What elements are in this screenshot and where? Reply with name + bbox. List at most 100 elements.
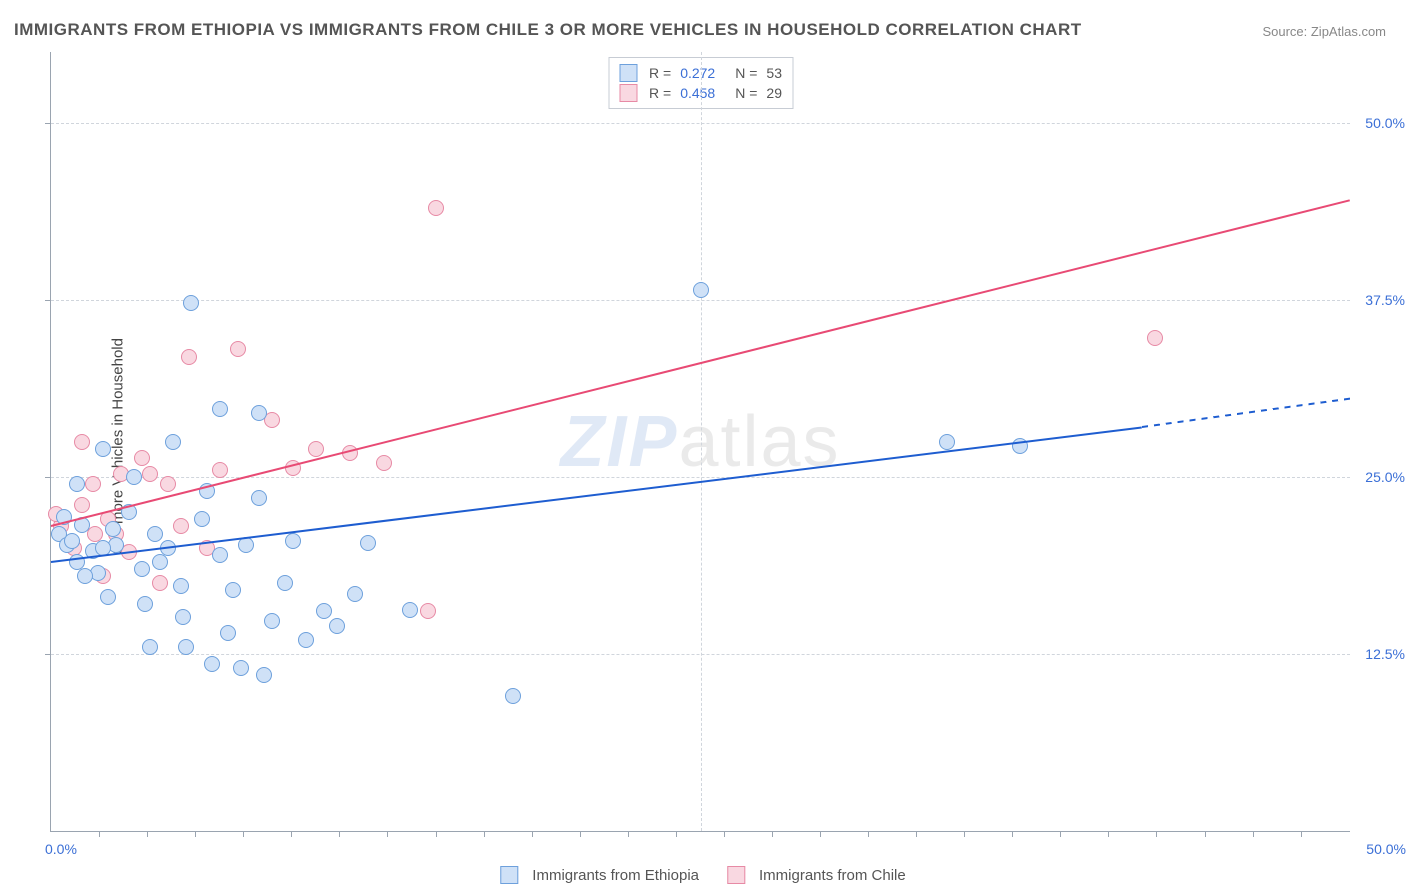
data-point [251,405,267,421]
data-point [160,476,176,492]
x-tick [1156,831,1157,837]
trend-line [51,426,1142,563]
legend-label-ethiopia: Immigrants from Ethiopia [532,867,699,884]
x-tick [99,831,100,837]
y-tick [45,477,51,478]
y-tick [45,300,51,301]
legend-r-label-2: R = [649,83,671,103]
x-tick [436,831,437,837]
data-point [147,526,163,542]
x-tick [484,831,485,837]
legend-n-value-2: 29 [766,83,782,103]
legend-swatch-ethiopia-bottom [500,866,518,884]
x-tick [1301,831,1302,837]
data-point [285,533,301,549]
legend-item-chile: Immigrants from Chile [727,866,906,884]
legend-n-value-1: 53 [766,63,782,83]
data-point [85,476,101,492]
x-tick [1253,831,1254,837]
data-point [137,596,153,612]
source-attribution: Source: ZipAtlas.com [1262,24,1386,39]
y-tick-label: 25.0% [1365,469,1405,485]
data-point [142,639,158,655]
x-axis-min-label: 0.0% [45,841,77,857]
data-point [402,602,418,618]
data-point [152,554,168,570]
data-point [230,341,246,357]
x-tick [291,831,292,837]
legend-n-label-1: N = [735,63,757,83]
chart-title: IMMIGRANTS FROM ETHIOPIA VS IMMIGRANTS F… [14,20,1082,40]
data-point [316,603,332,619]
data-point [212,547,228,563]
data-point [308,441,324,457]
data-point [126,469,142,485]
data-point [173,518,189,534]
data-point [105,521,121,537]
legend-n-label-2: N = [735,83,757,103]
watermark-zip: ZIP [560,402,678,482]
data-point [69,476,85,492]
data-point [181,349,197,365]
x-tick [676,831,677,837]
data-point [233,660,249,676]
x-tick [195,831,196,837]
x-tick [820,831,821,837]
watermark-atlas: atlas [678,402,840,482]
gridline-vertical [701,52,702,831]
data-point [64,533,80,549]
legend-r-value-2: 0.458 [680,83,715,103]
data-point [134,561,150,577]
data-point [505,688,521,704]
data-point [142,466,158,482]
data-point [376,455,392,471]
x-tick [387,831,388,837]
x-tick [580,831,581,837]
legend-item-ethiopia: Immigrants from Ethiopia [500,866,699,884]
x-tick [628,831,629,837]
legend-r-label-1: R = [649,63,671,83]
legend-swatch-chile-bottom [727,866,745,884]
y-tick [45,123,51,124]
legend-label-chile: Immigrants from Chile [759,867,906,884]
data-point [277,575,293,591]
legend-swatch-chile [619,84,637,102]
x-tick [868,831,869,837]
data-point [152,575,168,591]
legend-series-names: Immigrants from Ethiopia Immigrants from… [500,866,905,884]
data-point [183,295,199,311]
data-point [74,434,90,450]
data-point [329,618,345,634]
data-point [1147,330,1163,346]
x-tick [1060,831,1061,837]
data-point [251,490,267,506]
y-tick-label: 37.5% [1365,292,1405,308]
x-tick [532,831,533,837]
data-point [178,639,194,655]
data-point [693,282,709,298]
legend-swatch-ethiopia [619,64,637,82]
trend-line [1142,398,1350,429]
data-point [134,450,150,466]
data-point [220,625,236,641]
x-tick [964,831,965,837]
data-point [347,586,363,602]
x-tick [1108,831,1109,837]
data-point [420,603,436,619]
data-point [95,441,111,457]
data-point [212,462,228,478]
data-point [212,401,228,417]
x-tick [243,831,244,837]
data-point [100,589,116,605]
data-point [225,582,241,598]
x-tick [724,831,725,837]
data-point [939,434,955,450]
legend-r-value-1: 0.272 [680,63,715,83]
data-point [165,434,181,450]
x-tick [772,831,773,837]
x-tick [1205,831,1206,837]
data-point [175,609,191,625]
x-tick [916,831,917,837]
data-point [264,613,280,629]
x-tick [1012,831,1013,837]
